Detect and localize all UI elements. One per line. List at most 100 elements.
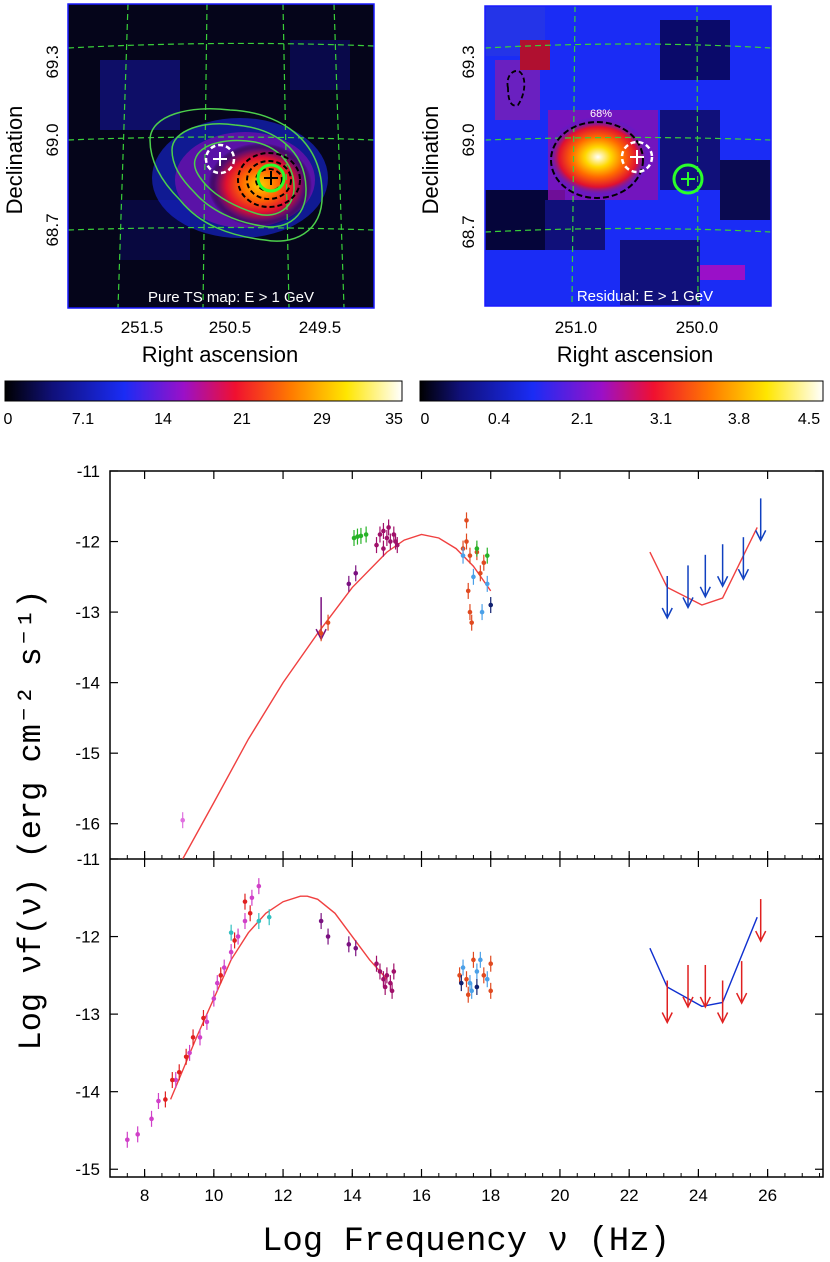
ts-ytick-0: 69.3 <box>43 45 62 78</box>
data-point <box>256 918 262 924</box>
data-point <box>156 1098 161 1104</box>
data-point <box>471 957 476 963</box>
upper-limit-arrow <box>737 537 750 581</box>
data-point <box>459 980 464 986</box>
cbar1-tick-3: 21 <box>233 411 251 428</box>
data-point <box>391 969 397 974</box>
residual-peak <box>546 117 650 197</box>
data-point <box>318 918 324 924</box>
ytick-label: -13 <box>75 603 100 622</box>
res-ytick-2: 68.7 <box>459 215 478 248</box>
data-point <box>353 570 359 576</box>
data-point <box>355 534 360 539</box>
xtick-label: 12 <box>274 1186 293 1205</box>
data-point <box>197 1035 203 1040</box>
upper-limit-arrow <box>716 980 729 1025</box>
ts-map-title: Pure TS map: E > 1 GeV <box>148 289 314 306</box>
data-point <box>469 620 474 625</box>
data-point <box>325 620 331 625</box>
data-point <box>173 1077 179 1083</box>
data-point <box>478 957 483 963</box>
data-point <box>247 910 253 916</box>
data-point <box>204 1019 210 1025</box>
data-point <box>235 934 241 939</box>
xtick-label: 10 <box>204 1186 223 1205</box>
data-point <box>358 533 364 539</box>
ytick-label: -15 <box>75 1160 100 1179</box>
data-point <box>374 542 379 548</box>
data-point <box>464 518 469 523</box>
data-point <box>464 539 469 544</box>
res-ytick-0: 69.3 <box>459 45 478 78</box>
ts-xtick-0: 251.5 <box>121 318 164 337</box>
sync-model-curve <box>182 533 492 859</box>
upper-limit-arrow <box>661 980 673 1025</box>
sync-model-curve <box>169 895 388 1100</box>
data-point <box>256 883 262 889</box>
data-point <box>488 961 494 967</box>
data-point <box>325 934 331 939</box>
res-ylabel: Declination <box>418 106 443 215</box>
data-point <box>393 539 398 544</box>
data-point <box>474 984 480 990</box>
ytick-label: -16 <box>75 815 100 834</box>
upper-limit-arrow <box>699 554 711 599</box>
sed-ylabel: Log νf(ν) (erg cm⁻² s⁻¹) <box>13 590 50 1051</box>
data-point <box>460 553 466 558</box>
cbar1-tick-5: 35 <box>385 411 403 428</box>
res-xtick-1: 250.0 <box>676 318 719 337</box>
data-point <box>484 553 490 558</box>
data-point <box>465 588 471 594</box>
data-point <box>249 895 255 901</box>
ytick-label: -14 <box>75 674 100 693</box>
upper-limit-arrow <box>755 498 767 543</box>
ts-xtick-1: 250.5 <box>209 318 252 337</box>
xtick-label: 18 <box>481 1186 500 1205</box>
ts-map-panel: Pure TS map: E > 1 GeV 69.3 69.0 68.7 De… <box>2 3 375 367</box>
xtick-label: 26 <box>758 1186 777 1205</box>
data-point <box>377 969 383 974</box>
res-ytick-1: 69.0 <box>459 123 478 156</box>
ytick-label: -12 <box>75 928 100 947</box>
sed-top-axis: -11 -12 -13 -14 -15 -16 <box>75 462 823 859</box>
data-point <box>183 1054 189 1060</box>
residual-annotation: 68% <box>590 108 612 120</box>
data-point <box>242 899 248 904</box>
data-point <box>488 988 494 994</box>
data-point <box>478 570 483 576</box>
cbar2-tick-0: 0 <box>421 411 430 428</box>
ic-model-curve <box>649 527 758 606</box>
colorbar-residual: 0 0.4 2.1 3.1 3.8 4.5 <box>419 380 824 428</box>
data-point <box>484 976 490 982</box>
res-xlabel: Right ascension <box>557 342 714 367</box>
data-point <box>228 930 234 935</box>
ytick-label: -11 <box>77 462 100 481</box>
data-point <box>353 945 359 951</box>
sed-bottom-axis: -11 -12 -13 -14 -15 8 10 12 14 16 18 20 22 24 26 <box>75 850 823 1205</box>
sed-xlabel: Log Frequency ν (Hz) <box>262 1223 670 1261</box>
cbar2-tick-5: 4.5 <box>798 411 820 428</box>
data-point <box>187 1050 192 1056</box>
upper-limit-arrow <box>755 899 767 943</box>
xtick-label: 24 <box>689 1186 708 1205</box>
data-point <box>481 560 487 566</box>
data-point <box>363 532 369 537</box>
ytick-label: -14 <box>75 1083 100 1102</box>
ts-xlabel: Right ascension <box>142 342 299 367</box>
cbar1-tick-1: 7.1 <box>72 411 94 428</box>
data-point <box>149 1116 154 1122</box>
res-xtick-0: 251.0 <box>555 318 598 337</box>
data-point <box>384 973 390 978</box>
data-point <box>381 528 386 534</box>
xtick-label: 8 <box>140 1186 149 1205</box>
data-point <box>389 988 395 994</box>
data-point <box>464 976 469 982</box>
ytick-label: -11 <box>77 850 100 869</box>
sed-top-plot <box>180 498 767 859</box>
ytick-label: -15 <box>75 744 100 763</box>
ts-ytick-1: 69.0 <box>43 123 62 156</box>
data-point <box>388 539 393 544</box>
cbar2-tick-3: 3.1 <box>650 411 672 428</box>
data-point <box>374 961 379 967</box>
data-point <box>474 969 480 974</box>
